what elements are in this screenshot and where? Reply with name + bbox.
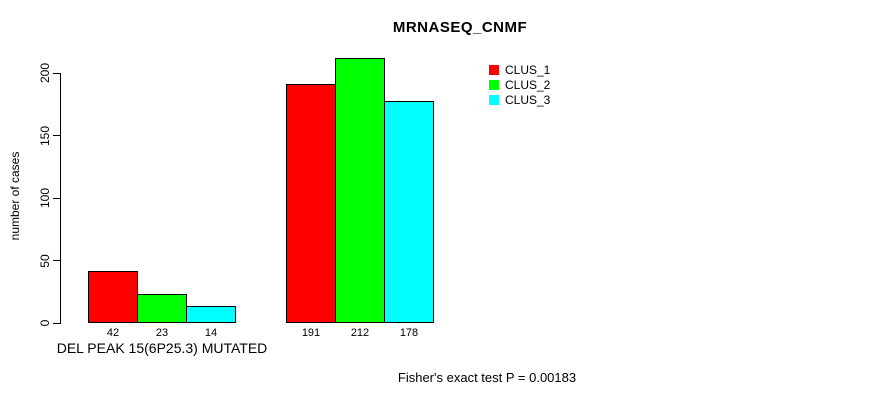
annotation-text: Fisher's exact test P = 0.00183: [397, 370, 577, 385]
x-category-label: DEL PEAK 15(6P25.3) MUTATED: [56, 340, 268, 356]
bar-value-label: 178: [399, 327, 419, 339]
bar-value-label: 191: [301, 327, 321, 339]
y-tick-label: 100: [38, 187, 52, 209]
legend-item-clus_3: CLUS_3: [489, 92, 550, 107]
y-axis-line: [60, 73, 61, 324]
y-tick-mark: [53, 72, 60, 74]
bar-clus_2-group2: [335, 58, 385, 323]
y-tick-label: 0: [38, 319, 52, 327]
legend-swatch-icon: [489, 94, 499, 105]
y-tick-mark: [53, 260, 60, 261]
y-tick-label: 150: [38, 125, 52, 146]
y-axis-label: number of cases: [8, 151, 22, 241]
bar-value-label: 212: [350, 327, 370, 339]
legend-label: CLUS_1: [505, 62, 551, 77]
bar-clus_1-group1: [88, 270, 138, 323]
bar-value-label: 42: [106, 327, 120, 339]
legend-swatch-icon: [489, 79, 499, 90]
y-tick-label: 50: [38, 253, 52, 268]
legend: CLUS_1 CLUS_2 CLUS_3: [489, 62, 550, 107]
bar-clus_3-group1: [186, 305, 236, 323]
legend-label: CLUS_2: [505, 77, 551, 92]
y-tick-mark: [53, 322, 60, 324]
legend-item-clus_1: CLUS_1: [489, 62, 550, 77]
bar-value-label: 14: [204, 327, 218, 339]
legend-label: CLUS_3: [505, 92, 551, 107]
bar-clus_2-group1: [137, 294, 187, 323]
bar-value-label: 23: [155, 327, 169, 339]
y-tick-mark: [53, 135, 60, 136]
chart-title: MRNASEQ_CNMF: [392, 19, 528, 36]
bar-clus_3-group2: [384, 100, 434, 323]
legend-item-clus_2: CLUS_2: [489, 77, 550, 92]
legend-swatch-icon: [489, 64, 499, 75]
bar-clus_1-group2: [286, 84, 336, 323]
y-tick-mark: [53, 197, 60, 199]
y-tick-label: 200: [38, 62, 52, 84]
